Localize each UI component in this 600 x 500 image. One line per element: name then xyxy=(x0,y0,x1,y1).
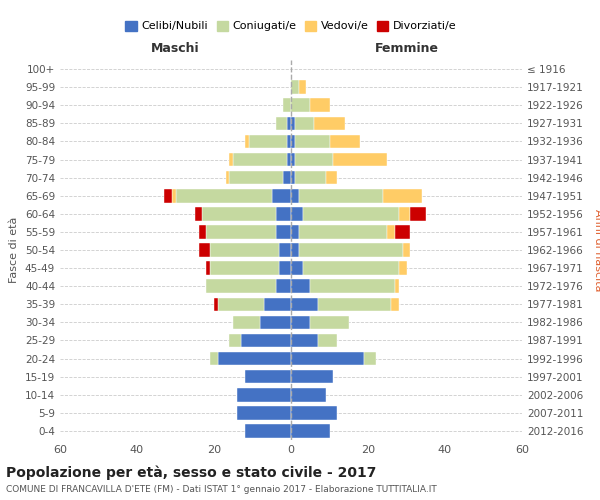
Bar xyxy=(233,152,287,166)
Bar xyxy=(210,262,280,275)
Bar xyxy=(283,98,291,112)
Text: Popolazione per età, sesso e stato civile - 2017: Popolazione per età, sesso e stato civil… xyxy=(6,465,376,479)
Bar xyxy=(391,298,399,311)
Bar xyxy=(287,116,291,130)
Bar xyxy=(395,280,399,293)
Bar xyxy=(229,171,283,184)
Bar xyxy=(302,207,399,220)
Bar xyxy=(291,189,299,202)
Bar xyxy=(226,171,229,184)
Bar xyxy=(291,406,337,419)
Bar xyxy=(295,116,314,130)
Y-axis label: Fasce di età: Fasce di età xyxy=(10,217,19,283)
Bar xyxy=(318,334,337,347)
Bar xyxy=(314,116,345,130)
Bar xyxy=(291,152,295,166)
Bar xyxy=(248,134,287,148)
Bar xyxy=(280,262,291,275)
Bar xyxy=(291,134,295,148)
Bar xyxy=(387,225,395,238)
Bar xyxy=(295,152,334,166)
Bar xyxy=(403,243,410,257)
Bar xyxy=(291,262,302,275)
Bar xyxy=(283,171,291,184)
Bar xyxy=(218,298,264,311)
Bar xyxy=(214,298,218,311)
Bar xyxy=(287,152,291,166)
Bar xyxy=(310,316,349,329)
Bar xyxy=(264,298,291,311)
Bar xyxy=(202,207,275,220)
Bar xyxy=(206,225,275,238)
Bar xyxy=(310,98,329,112)
Bar xyxy=(245,134,248,148)
Bar xyxy=(237,406,291,419)
Bar xyxy=(287,134,291,148)
Bar xyxy=(237,388,291,402)
Bar xyxy=(210,352,218,366)
Bar xyxy=(291,352,364,366)
Bar xyxy=(199,225,206,238)
Bar xyxy=(291,171,295,184)
Bar xyxy=(291,424,329,438)
Bar xyxy=(291,298,318,311)
Bar xyxy=(291,243,299,257)
Bar xyxy=(275,116,287,130)
Y-axis label: Anni di nascita: Anni di nascita xyxy=(593,209,600,291)
Bar xyxy=(291,207,302,220)
Bar xyxy=(329,134,360,148)
Bar xyxy=(176,189,272,202)
Bar xyxy=(291,334,318,347)
Bar xyxy=(302,262,399,275)
Bar xyxy=(299,243,403,257)
Bar xyxy=(310,280,395,293)
Bar xyxy=(241,334,291,347)
Bar xyxy=(280,243,291,257)
Bar xyxy=(275,207,291,220)
Bar xyxy=(275,225,291,238)
Bar xyxy=(364,352,376,366)
Bar xyxy=(291,225,299,238)
Bar xyxy=(318,298,391,311)
Bar xyxy=(229,334,241,347)
Bar xyxy=(410,207,426,220)
Bar xyxy=(210,243,280,257)
Bar xyxy=(291,116,295,130)
Text: Maschi: Maschi xyxy=(151,42,200,54)
Bar xyxy=(326,171,337,184)
Bar xyxy=(206,280,275,293)
Bar xyxy=(260,316,291,329)
Text: Femmine: Femmine xyxy=(374,42,439,54)
Bar xyxy=(291,98,310,112)
Bar xyxy=(299,80,307,94)
Bar xyxy=(295,171,326,184)
Legend: Celibi/Nubili, Coniugati/e, Vedovi/e, Divorziati/e: Celibi/Nubili, Coniugati/e, Vedovi/e, Di… xyxy=(121,16,461,36)
Bar xyxy=(245,370,291,384)
Bar xyxy=(399,262,407,275)
Bar xyxy=(199,243,210,257)
Bar xyxy=(245,424,291,438)
Bar xyxy=(218,352,291,366)
Bar xyxy=(395,225,410,238)
Bar xyxy=(291,80,299,94)
Bar xyxy=(291,370,334,384)
Text: COMUNE DI FRANCAVILLA D'ETE (FM) - Dati ISTAT 1° gennaio 2017 - Elaborazione TUT: COMUNE DI FRANCAVILLA D'ETE (FM) - Dati … xyxy=(6,485,437,494)
Bar xyxy=(334,152,387,166)
Bar xyxy=(195,207,202,220)
Bar xyxy=(229,152,233,166)
Bar xyxy=(295,134,329,148)
Bar xyxy=(172,189,176,202)
Bar xyxy=(299,189,383,202)
Bar xyxy=(206,262,210,275)
Bar xyxy=(275,280,291,293)
Bar xyxy=(291,316,310,329)
Bar xyxy=(383,189,422,202)
Bar xyxy=(299,225,387,238)
Bar xyxy=(291,280,310,293)
Bar xyxy=(399,207,410,220)
Bar xyxy=(291,388,326,402)
Bar xyxy=(272,189,291,202)
Bar xyxy=(164,189,172,202)
Bar xyxy=(233,316,260,329)
